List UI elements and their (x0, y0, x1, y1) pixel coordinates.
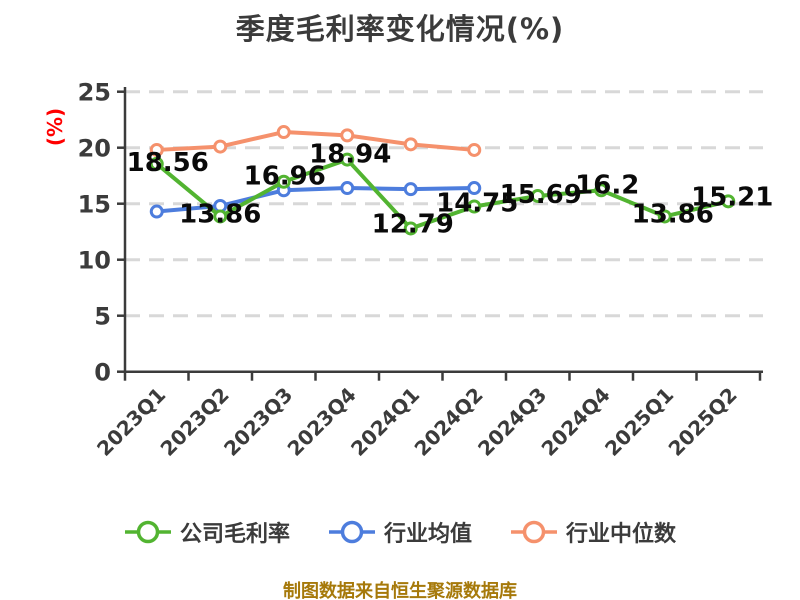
svg-text:15.69: 15.69 (500, 180, 582, 210)
svg-text:25: 25 (78, 79, 111, 107)
svg-text:15: 15 (78, 191, 111, 219)
svg-text:2024Q1: 2024Q1 (346, 383, 424, 461)
svg-text:2025Q2: 2025Q2 (664, 383, 742, 461)
svg-text:16.96: 16.96 (244, 162, 326, 192)
legend-item-industry-mean: 行业均值 (328, 516, 472, 548)
line-marker-icon (328, 520, 375, 544)
legend-label-industry-median: 行业中位数 (566, 522, 677, 547)
svg-text:18.94: 18.94 (309, 140, 391, 170)
data-source-note: 制图数据来自恒生聚源数据库 (283, 581, 517, 600)
svg-text:18.56: 18.56 (127, 148, 209, 178)
svg-text:2024Q3: 2024Q3 (473, 383, 551, 461)
svg-text:13.86: 13.86 (179, 199, 261, 229)
chart-title: 季度毛利率变化情况(%) (235, 12, 565, 46)
svg-text:2024Q2: 2024Q2 (410, 383, 488, 461)
legend-item-industry-median: 行业中位数 (510, 516, 676, 548)
svg-text:2023Q1: 2023Q1 (92, 383, 170, 461)
legend-item-company-margin: 公司毛利率 (124, 516, 290, 548)
legend: 公司毛利率 行业均值 行业中位数 (0, 516, 800, 548)
svg-text:14.75: 14.75 (436, 189, 518, 219)
svg-text:2023Q2: 2023Q2 (156, 383, 234, 461)
svg-text:2024Q4: 2024Q4 (537, 383, 615, 461)
legend-label-industry-mean: 行业均值 (383, 522, 472, 547)
svg-text:13.86: 13.86 (632, 199, 714, 229)
svg-text:15.21: 15.21 (691, 182, 773, 212)
svg-text:2025Q1: 2025Q1 (600, 383, 678, 461)
svg-text:2023Q3: 2023Q3 (219, 383, 297, 461)
svg-text:20: 20 (78, 135, 111, 163)
svg-text:0: 0 (94, 359, 111, 387)
line-marker-icon (511, 520, 557, 544)
line-marker-icon (124, 520, 171, 544)
svg-text:2023Q4: 2023Q4 (283, 383, 361, 461)
legend-label-company-margin: 公司毛利率 (179, 522, 290, 547)
svg-text:16.2: 16.2 (575, 170, 639, 200)
svg-text:5: 5 (94, 303, 111, 331)
svg-text:12.79: 12.79 (372, 209, 454, 239)
svg-text:(%): (%) (43, 108, 67, 146)
svg-text:10: 10 (78, 247, 111, 275)
